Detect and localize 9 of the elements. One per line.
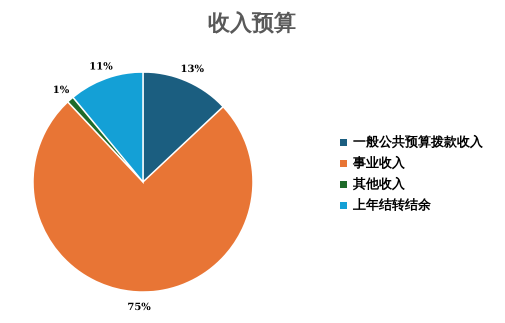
data-label: 1% (52, 84, 70, 96)
data-label: 11% (89, 61, 114, 72)
data-label: 13% (180, 64, 204, 76)
legend-label: 其他收入 (352, 176, 406, 192)
chart-title: 收入预算 (208, 10, 296, 36)
data-label: 75% (127, 302, 152, 313)
legend-label: 上年结转结余 (352, 198, 432, 213)
legend-label: 事业收入 (352, 155, 406, 171)
legend-label: 一般公共预算拨款收入 (353, 134, 484, 150)
